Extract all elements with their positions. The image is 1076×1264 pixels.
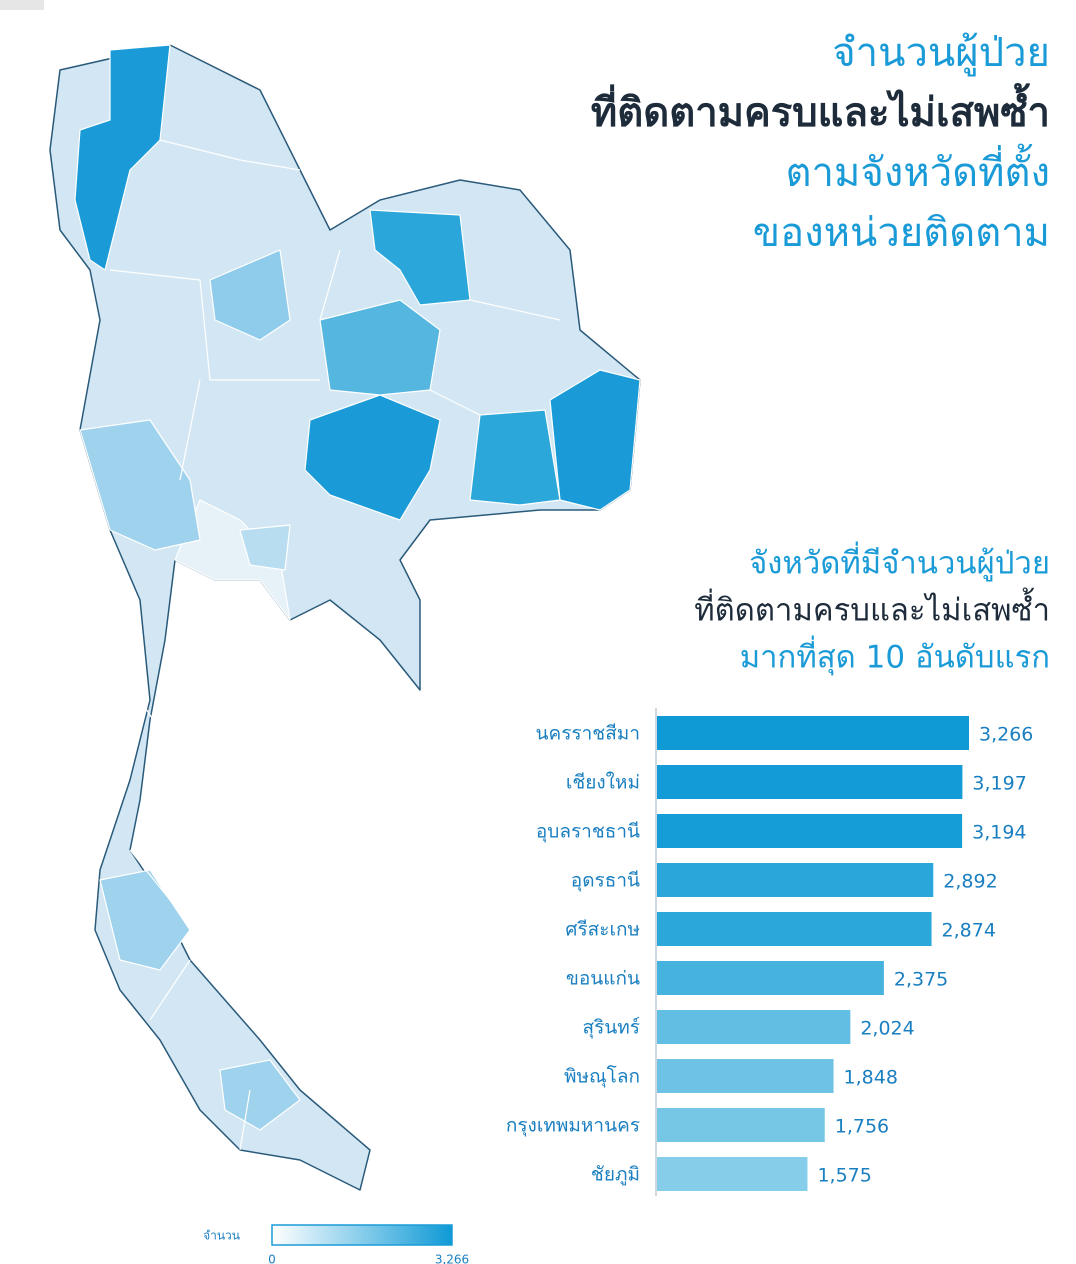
bar (657, 814, 963, 848)
legend-scale (271, 1224, 453, 1246)
title-line: ของหน่วยติดตาม (753, 210, 1050, 256)
region (99, 869, 191, 971)
bar (657, 1157, 808, 1191)
title-line: ตามจังหวัดที่ตั้ง (786, 143, 1050, 196)
category-label: อุบลราชธานี (536, 821, 640, 844)
category-label: พิษณุโลก (564, 1065, 640, 1089)
bar (657, 1059, 834, 1093)
region (239, 524, 291, 571)
bar (657, 912, 932, 946)
category-label: สุรินทร์ (582, 1017, 640, 1040)
category-label: นครราชสีมา (536, 723, 640, 745)
value-label: 2,375 (894, 969, 948, 991)
legend-title: จำนวน (203, 1229, 240, 1243)
category-label: ขอนแก่น (566, 968, 640, 990)
region (304, 394, 441, 521)
subtitle-line: ที่ติดตามครบและไม่เสพซ้ำ (694, 588, 1050, 629)
region (74, 44, 171, 271)
region (209, 249, 291, 341)
value-label: 1,848 (844, 1067, 898, 1089)
value-label: 3,194 (972, 822, 1026, 844)
corner-bar (0, 0, 44, 10)
category-label: อุดรธานี (571, 870, 640, 893)
region-line (109, 139, 561, 1151)
category-label: ชัยภูมิ (591, 1164, 640, 1186)
region (219, 1059, 301, 1131)
bar (657, 1010, 851, 1044)
region (469, 409, 561, 506)
value-label: 2,874 (942, 920, 996, 942)
legend-min: 0 (268, 1253, 276, 1264)
bar (657, 961, 884, 995)
region (369, 209, 471, 306)
title-line: จำนวนผู้ป่วย (832, 30, 1050, 76)
value-label: 1,575 (817, 1165, 871, 1187)
region (174, 499, 291, 621)
subtitle-line: มากที่สุด 10 อันดับแรก (740, 636, 1050, 677)
value-label: 2,892 (943, 871, 997, 893)
value-label: 3,197 (972, 773, 1026, 795)
map (49, 44, 641, 1191)
bar (657, 716, 969, 750)
category-label: กรุงเทพมหานคร (506, 1115, 640, 1138)
subtitle-line: จังหวัดที่มีจำนวนผู้ป่วย (749, 542, 1050, 582)
category-label: เชียงใหม่ (566, 772, 640, 794)
value-label: 1,756 (835, 1116, 889, 1138)
region (549, 369, 641, 511)
value-label: 3,266 (979, 724, 1033, 746)
title-line: ที่ติดตามครบและไม่เสพซ้ำ (591, 83, 1050, 136)
region (79, 419, 201, 551)
category-label: ศรีสะเกษ (565, 919, 640, 941)
bar (657, 765, 963, 799)
value-label: 2,024 (860, 1018, 914, 1040)
legend-max: 3,266 (435, 1253, 469, 1264)
map-outline (49, 44, 641, 1191)
bar (657, 863, 934, 897)
bar (657, 1108, 825, 1142)
